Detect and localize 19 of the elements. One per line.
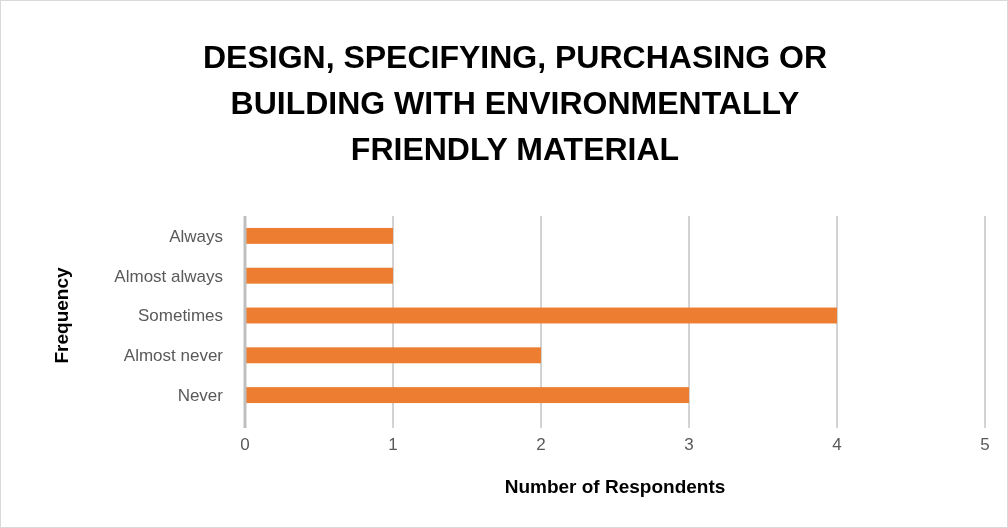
y-tick-label: Almost never [123, 346, 224, 366]
bar [245, 347, 541, 364]
y-tick-label: Never [177, 386, 224, 406]
x-tick-label: 4 [832, 435, 842, 454]
bar [245, 267, 393, 284]
chart-title: DESIGN, SPECIFYING, PURCHASING OR BUILDING WITH ENVIRONMENTALLY FRIENDLY MATERIAL [202, 39, 828, 167]
x-tick-label: 0 [240, 435, 250, 454]
y-tick-label: Sometimes [137, 306, 223, 326]
bar [245, 387, 689, 404]
x-tick-label: 1 [388, 435, 398, 454]
bar [245, 307, 837, 324]
x-tick-label: 2 [536, 435, 546, 454]
y-tick-label: Almost always [114, 266, 223, 286]
x-axis-title: Number of Respondents [504, 476, 726, 497]
x-tick-label: 3 [684, 435, 694, 454]
x-tick-label: 5 [980, 435, 990, 454]
bar [245, 227, 393, 244]
y-tick-label: Always [169, 226, 223, 246]
y-axis-title: Frequency [51, 267, 72, 364]
